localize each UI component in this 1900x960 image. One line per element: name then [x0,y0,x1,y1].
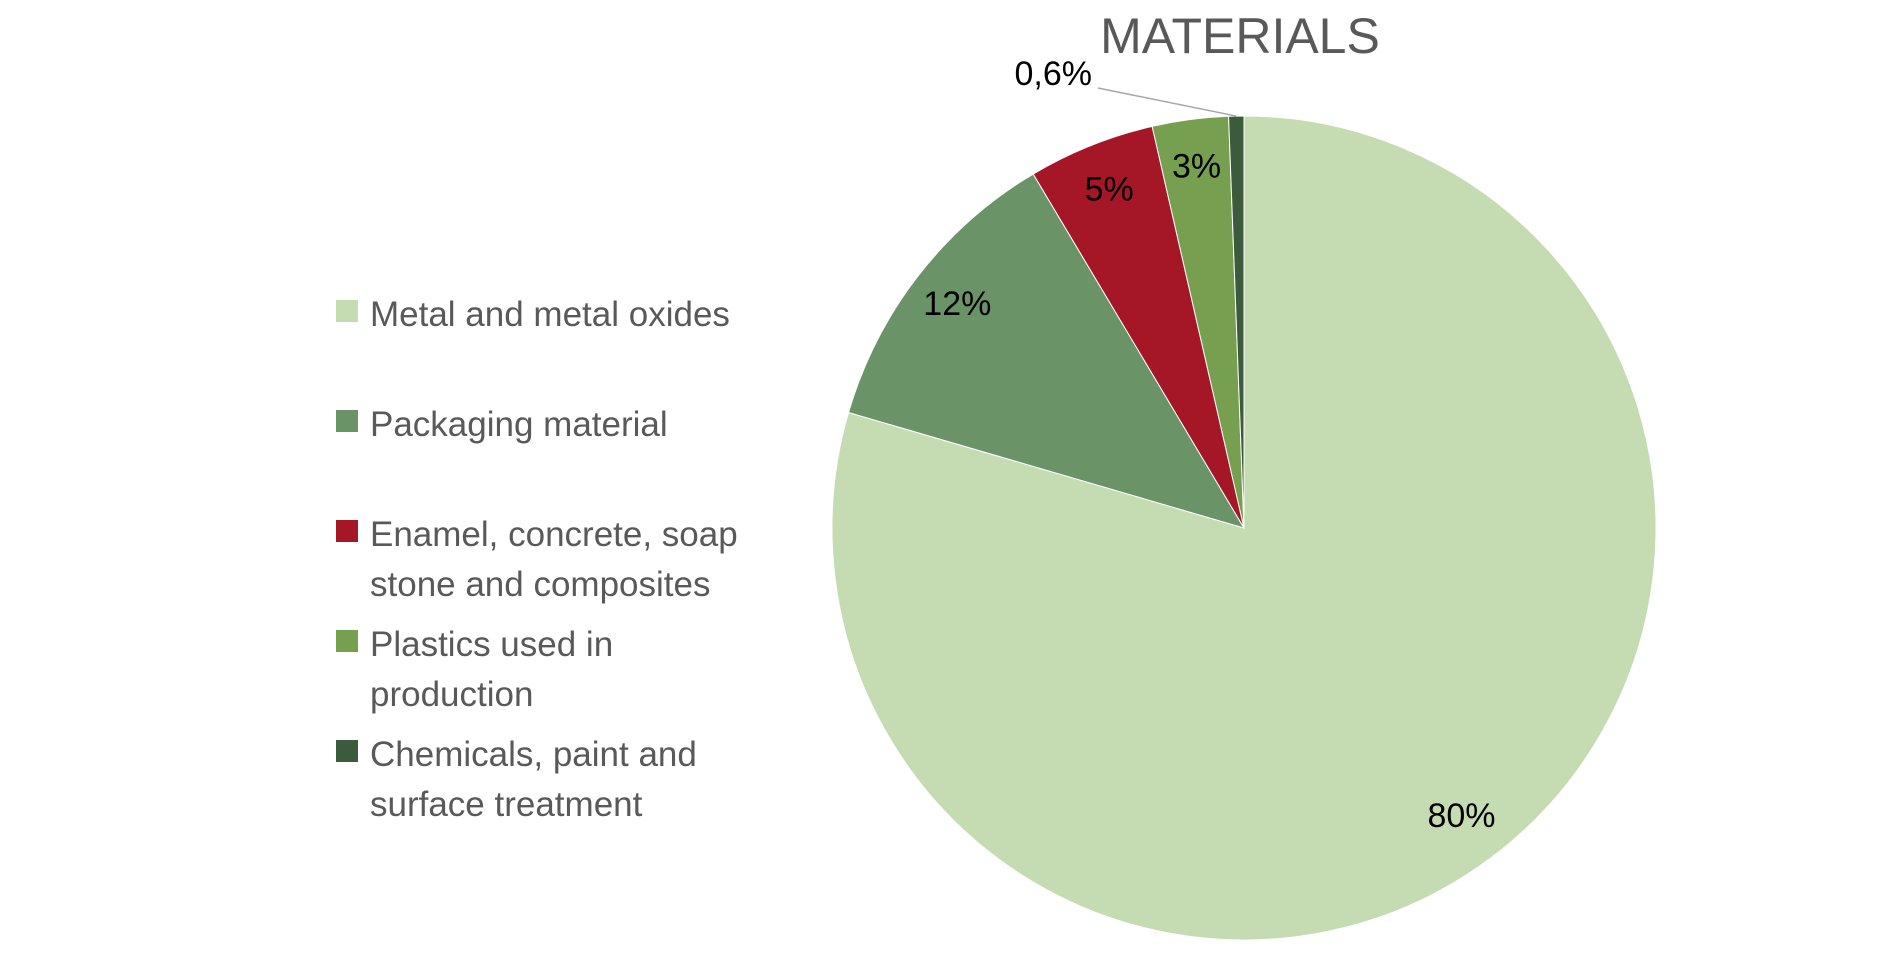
legend-label: Metal and metal oxides [370,295,730,334]
pie-slice [831,115,1657,941]
legend-item: Enamel, concrete, soap stone and composi… [336,510,796,610]
chart-title: MATERIALS [1100,8,1380,64]
data-label: 80% [1427,797,1495,835]
legend-label: Packaging material [370,405,668,444]
legend-swatch [336,740,358,762]
data-label: 0,6% [1015,55,1093,93]
legend-label: Plastics used in production [370,625,614,714]
legend-swatch [336,300,358,322]
data-label: 5% [1085,170,1134,208]
legend-swatch [336,630,358,652]
data-label: 12% [923,285,991,323]
legend-label: Chemicals, paint and surface treatment [370,735,697,824]
leader-line [1097,87,1237,117]
data-label: 3% [1172,148,1221,186]
legend-item: Metal and metal oxides [336,290,796,340]
legend-swatch [336,520,358,542]
legend-item: Plastics used in production [336,620,796,720]
legend-item: Chemicals, paint and surface treatment [336,730,796,830]
legend-swatch [336,410,358,432]
legend-label: Enamel, concrete, soap stone and composi… [370,515,738,604]
pie-slice [847,173,1246,529]
legend-item: Packaging material [336,400,796,450]
